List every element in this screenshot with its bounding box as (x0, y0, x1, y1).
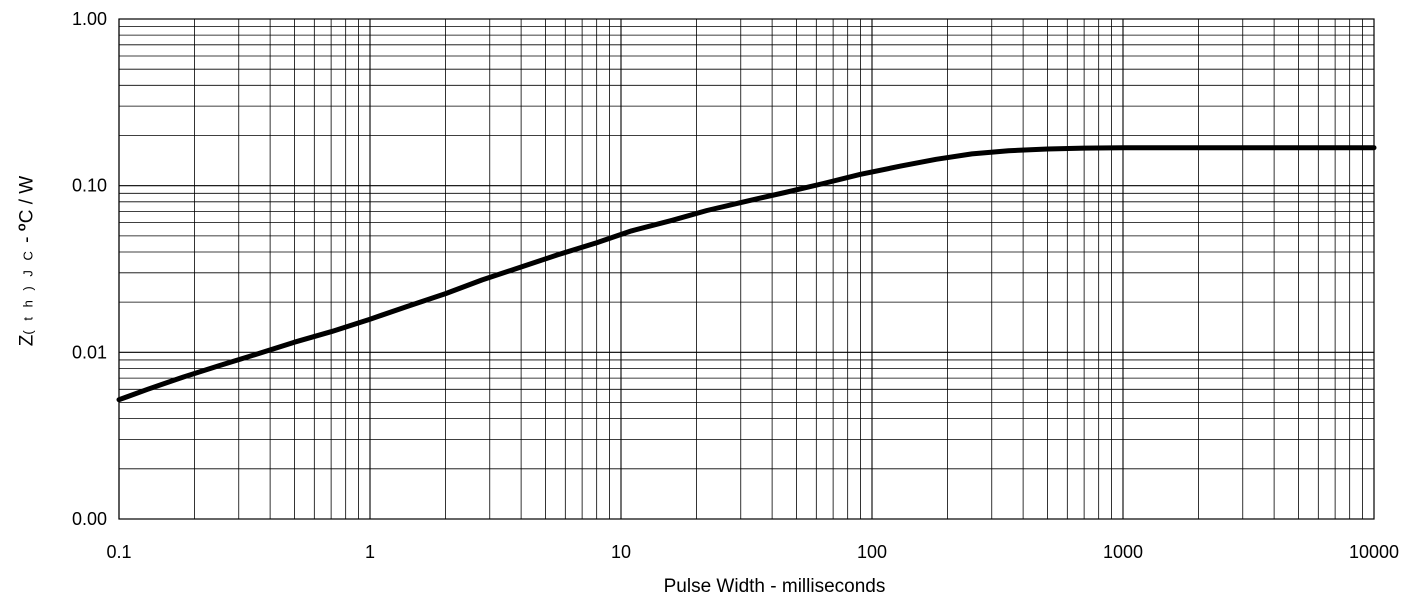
y-axis-label: Z( t h ) J C - oC / W (13, 176, 38, 346)
y-axis-label-wrap: Z( t h ) J C - oC / W (6, 96, 46, 426)
y-tick-label: 0.01 (72, 342, 107, 362)
x-axis-label: Pulse Width - milliseconds (664, 576, 886, 597)
y-label-sep: - (16, 231, 38, 249)
x-tick-label: 1 (365, 542, 375, 562)
x-tick-labels: 0.1 1 10 100 1000 10000 (106, 542, 1399, 562)
y-tick-label: 1.00 (72, 9, 107, 29)
y-label-sub: ( t h ) J C (20, 248, 36, 335)
y-label-main: Z (16, 334, 38, 347)
y-label-degree: o (13, 223, 29, 232)
y-label-unit: C / W (16, 175, 38, 224)
grid (118, 19, 1374, 520)
plot-frame (118, 18, 1375, 520)
series-line (116, 145, 1377, 403)
x-tick-label: 10 (611, 542, 631, 562)
x-tick-label: 10000 (1349, 542, 1399, 562)
y-tick-labels: 0.00 0.01 0.10 1.00 (72, 9, 107, 529)
x-tick-label: 1000 (1103, 542, 1143, 562)
x-tick-label: 100 (857, 542, 887, 562)
y-tick-label: 0.10 (72, 176, 107, 196)
y-tick-label: 0.00 (72, 509, 107, 529)
x-tick-label: 0.1 (106, 542, 131, 562)
